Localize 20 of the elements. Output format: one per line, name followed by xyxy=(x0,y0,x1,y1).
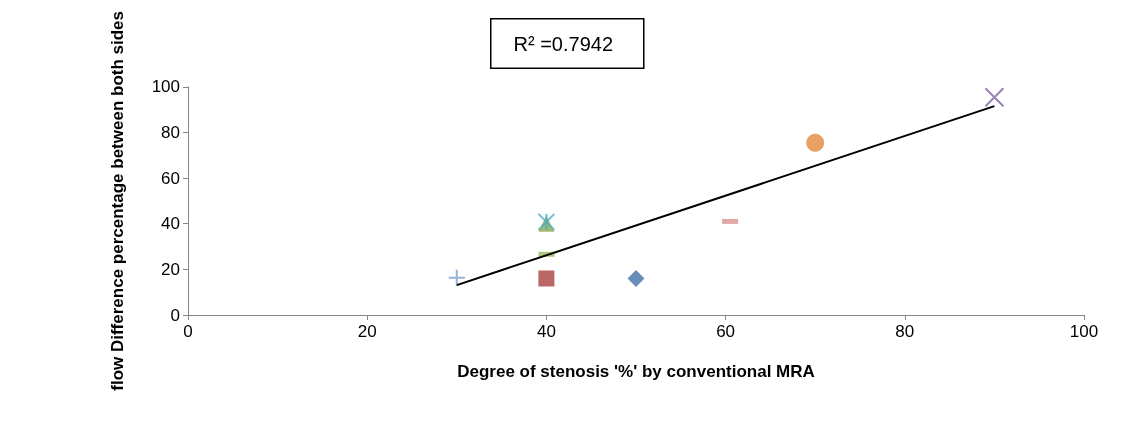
x-tick-label: 60 xyxy=(716,322,736,341)
x-tick-label: 0 xyxy=(183,322,193,341)
y-tick-label: 0 xyxy=(170,305,180,325)
x-tick-label: 100 xyxy=(1069,322,1099,341)
y-tick-label: 20 xyxy=(161,259,180,279)
point xyxy=(984,87,1005,108)
x-tick-label: 80 xyxy=(895,322,915,341)
x-axis-title: Degree of stenosis '%' by conventional MRA xyxy=(457,361,815,381)
text: R² =0.7942 xyxy=(513,32,614,55)
y-tick-label: 60 xyxy=(161,168,180,188)
y-tick-label: 80 xyxy=(161,122,180,142)
x-tick-label: 20 xyxy=(357,322,377,341)
point xyxy=(806,133,825,152)
point xyxy=(447,268,466,287)
y-axis-title: flow Difference percentage between both sides xyxy=(107,10,127,391)
x-tick-label: 40 xyxy=(536,322,556,341)
point xyxy=(627,269,645,287)
y-tick-label: 100 xyxy=(151,77,180,97)
y-tick-label: 40 xyxy=(161,214,180,234)
point xyxy=(538,270,555,287)
